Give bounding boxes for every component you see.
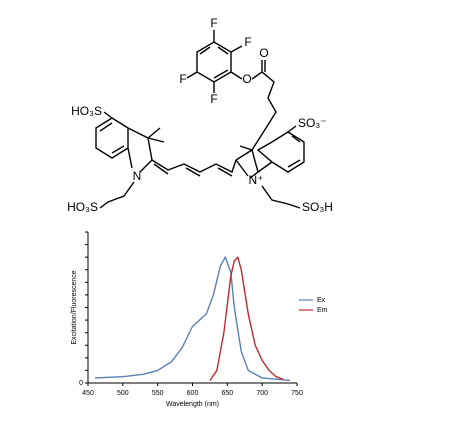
x-tick-label: 700	[256, 390, 268, 397]
x-tick-label: 500	[117, 390, 129, 397]
atom-label: F	[179, 72, 186, 86]
atom-label: F	[244, 35, 251, 49]
x-axis-label: Wavelength (nm)	[166, 401, 219, 408]
atom-label: SO₃H	[302, 200, 333, 214]
y-tick-label: 0	[79, 380, 83, 387]
atom-label: N⁺	[249, 173, 264, 187]
legend-label: Em	[317, 307, 328, 314]
x-tick-label: 550	[152, 390, 164, 397]
legend-label: Ex	[317, 297, 326, 304]
atom-label: F	[210, 92, 217, 106]
atom-label: O	[259, 46, 268, 60]
bonds	[95, 30, 305, 209]
x-tick-label: 600	[187, 390, 199, 397]
atom-label: HO₃S	[67, 200, 98, 214]
y-axis-label: Excitation/Fluorescence	[71, 270, 78, 344]
line-series	[94, 256, 291, 382]
atom-label: N	[133, 169, 142, 183]
spectrum-chart: 450 500 550 600 650 700 750 0 Wavelength (nm) Exc…	[71, 231, 328, 408]
x-tick-label: 750	[291, 390, 303, 397]
x-tick-label: 450	[82, 390, 94, 397]
atom-label: HO₃S	[71, 104, 102, 118]
atom-label: O	[242, 72, 251, 86]
atom-label: SO₃⁻	[298, 116, 327, 130]
atom-label: F	[210, 16, 217, 30]
line-series	[209, 256, 284, 381]
molecule: F F F F O O HO₃S SO₃⁻ N N⁺ HO₃S SO₃H	[67, 16, 333, 214]
x-tick-label: 650	[221, 390, 233, 397]
